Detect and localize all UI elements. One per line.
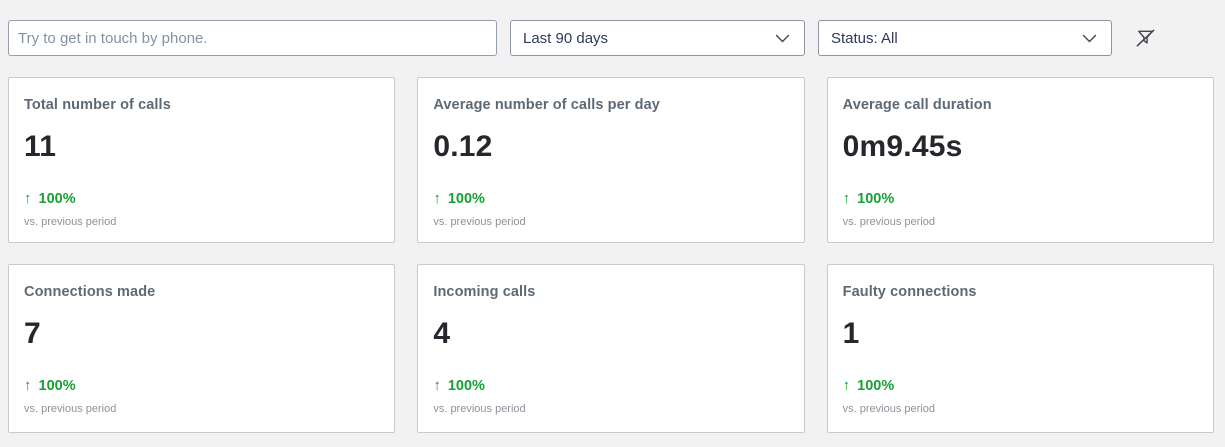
search-input[interactable] (8, 20, 497, 56)
clear-filters-button[interactable] (1131, 24, 1159, 52)
up-arrow-icon: ↑ (433, 190, 441, 207)
card-value: 7 (24, 317, 41, 350)
card-title: Total number of calls (24, 97, 171, 113)
card-title: Incoming calls (433, 284, 536, 300)
card-title: Connections made (24, 284, 156, 300)
stat-card-incoming-calls: Incoming calls 4 ↑ 100% vs. previous per… (417, 264, 805, 433)
card-title: Faulty connections (842, 284, 977, 300)
date-range-select[interactable]: Last 90 days (510, 20, 805, 56)
filter-toolbar: Last 90 days Status: All (8, 20, 1217, 56)
card-title: Average number of calls per day (433, 97, 660, 113)
card-delta: ↑ 100% (843, 190, 1197, 207)
card-delta: ↑ 100% (24, 190, 378, 207)
card-value: 11 (24, 130, 57, 163)
card-delta: ↑ 100% (433, 190, 787, 207)
delta-value: 100% (857, 190, 895, 207)
card-title: Average call duration (842, 97, 992, 113)
stat-card-total-calls: Total number of calls 11 ↑ 100% vs. prev… (8, 77, 396, 243)
up-arrow-icon: ↑ (24, 190, 32, 207)
delta-value: 100% (447, 377, 485, 394)
stat-card-faulty-connections: Faulty connections 1 ↑ 100% vs. previous… (826, 264, 1214, 433)
stat-card-avg-calls-per-day: Average number of calls per day 0.12 ↑ 1… (417, 77, 805, 243)
delta-value: 100% (447, 190, 485, 207)
comparison-label: vs. previous period (842, 216, 935, 228)
comparison-label: vs. previous period (842, 403, 935, 415)
status-select[interactable]: Status: All (818, 20, 1112, 56)
card-delta: ↑ 100% (24, 377, 378, 394)
delta-value: 100% (38, 377, 76, 394)
date-range-value: Last 90 days (523, 29, 609, 47)
card-delta: ↑ 100% (843, 377, 1197, 394)
comparison-label: vs. previous period (433, 216, 526, 228)
delta-value: 100% (38, 190, 76, 207)
card-value: 0m9.45s (842, 130, 963, 163)
status-value: Status: All (831, 29, 898, 47)
up-arrow-icon: ↑ (842, 377, 851, 394)
card-value: 0.12 (433, 130, 493, 163)
up-arrow-icon: ↑ (842, 190, 851, 207)
stat-card-connections-made: Connections made 7 ↑ 100% vs. previous p… (8, 264, 396, 433)
delta-value: 100% (857, 377, 895, 394)
chevron-down-icon (1082, 34, 1097, 42)
card-value: 1 (842, 317, 860, 350)
comparison-label: vs. previous period (24, 403, 117, 415)
stat-card-avg-call-duration: Average call duration 0m9.45s ↑ 100% vs.… (826, 77, 1214, 243)
card-value: 4 (433, 317, 451, 350)
comparison-label: vs. previous period (24, 216, 117, 228)
comparison-label: vs. previous period (433, 403, 526, 415)
stats-grid: Total number of calls 11 ↑ 100% vs. prev… (8, 77, 1217, 433)
up-arrow-icon: ↑ (24, 377, 32, 394)
up-arrow-icon: ↑ (433, 377, 441, 394)
filter-off-icon (1136, 29, 1154, 46)
chevron-down-icon (775, 34, 790, 42)
card-delta: ↑ 100% (433, 377, 787, 394)
